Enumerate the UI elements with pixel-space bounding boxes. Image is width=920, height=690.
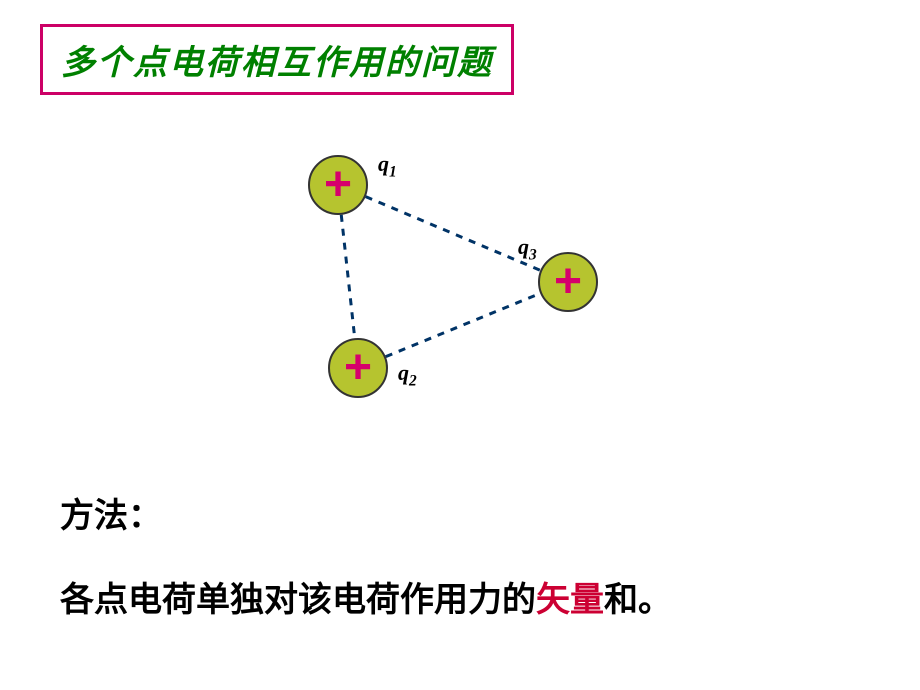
- plus-icon: +: [344, 344, 372, 392]
- charge-q1: +: [308, 155, 368, 215]
- method-prefix: 各点电荷单独对该电荷作用力的: [60, 582, 536, 619]
- plus-icon: +: [554, 258, 582, 306]
- method-label: 方法：: [60, 488, 162, 537]
- edge-q1-q2: [341, 215, 354, 338]
- charge-label-q3: q3: [518, 234, 537, 264]
- method-sentence: 各点电荷单独对该电荷作用力的矢量和。: [60, 572, 672, 621]
- charge-label-q1: q1: [378, 151, 397, 181]
- charge-label-q2: q2: [398, 360, 417, 390]
- method-highlight: 矢量: [536, 582, 604, 619]
- title-box: 多个点电荷相互作用的问题: [40, 24, 514, 95]
- charge-q2: +: [328, 338, 388, 398]
- edge-q1-q3: [366, 197, 541, 271]
- charge-q3: +: [538, 252, 598, 312]
- method-suffix: 和。: [604, 582, 672, 619]
- plus-icon: +: [324, 161, 352, 209]
- charge-diagram: + q1 + q2 + q3: [280, 140, 640, 420]
- edge-q2-q3: [386, 293, 540, 356]
- page-title: 多个点电荷相互作用的问题: [61, 45, 493, 82]
